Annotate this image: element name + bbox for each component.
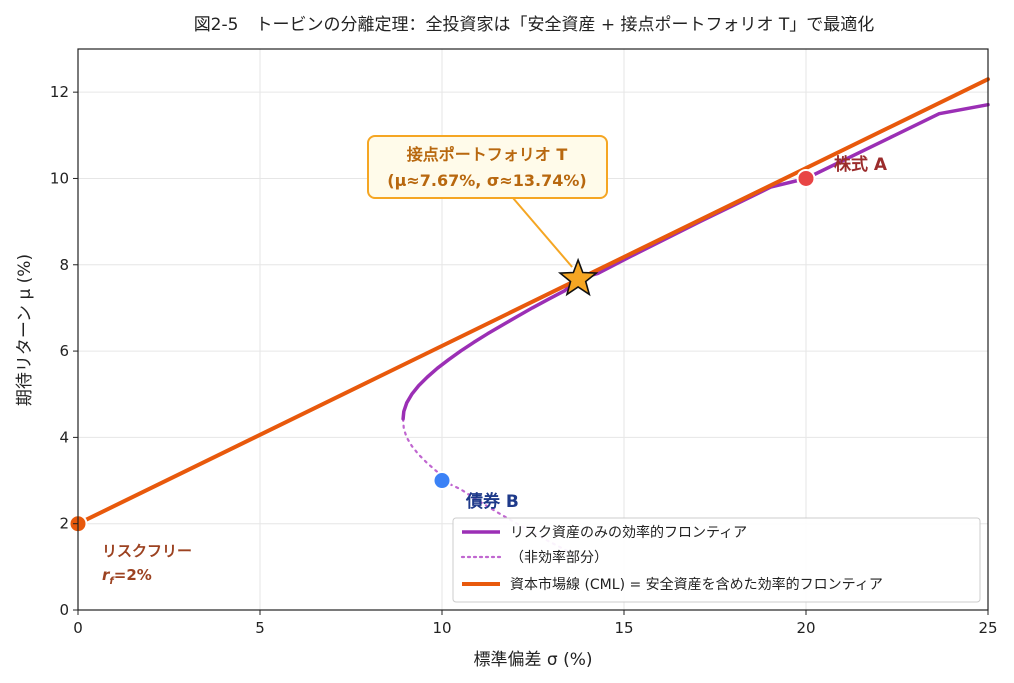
chart-title: 図2-5 トービンの分離定理：全投資家は「安全資産 + 接点ポートフォリオ T」… [194,15,875,35]
legend-label-frontier: リスク資産のみの効率的フロンティア [510,524,747,541]
legend-label-cml: 資本市場線 (CML) = 安全資産を含めた効率的フロンティア [510,576,883,593]
tangent-portfolio-star [557,257,599,297]
x-axis-ticks: 0 5 10 15 20 25 [73,610,998,637]
bond-b-label: 債券 B [465,491,519,512]
series-layer [76,77,990,560]
legend: リスク資産のみの効率的フロンティア （非効率部分） 資本市場線 (CML) = … [452,517,981,603]
riskfree-label: リスクフリー [102,542,192,560]
tangent-annotation-arrow [512,197,573,268]
stock-a-point [796,168,816,188]
tangent-annotation-line2: (μ≈7.67%, σ≈13.74%) [387,171,586,190]
tangent-annotation: 接点ポートフォリオ T (μ≈7.67%, σ≈13.74%) [367,135,608,268]
cml-line [76,77,990,526]
y-tick-label: 0 [59,601,69,619]
y-tick-label: 6 [59,342,69,360]
tangent-annotation-line1: 接点ポートフォリオ T [407,145,568,164]
legend-box [452,517,981,603]
y-tick-label: 10 [50,169,69,187]
riskfree-rate-label: rf=2% [102,566,152,587]
riskfree-rate-sub: f [109,576,115,587]
plot-frame [77,48,989,611]
tangent-annotation-box [367,135,608,199]
stock-a-label: 株式 A [834,154,888,175]
bond-b-point [432,471,452,491]
y-tick-label: 8 [59,256,69,274]
y-axis-ticks: 0 2 4 6 8 10 12 [50,83,78,619]
y-axis-label: 期待リターン μ (%) [15,254,35,406]
x-tick-label: 15 [614,619,633,637]
frontier-line [401,102,990,421]
x-tick-label: 10 [432,619,451,637]
x-tick-label: 20 [796,619,815,637]
x-axis-label: 標準偏差 σ (%) [474,650,593,670]
y-tick-label: 2 [59,515,69,533]
y-tick-label: 4 [59,428,69,446]
y-tick-label: 12 [50,83,69,101]
legend-label-inefficient: （非効率部分） [510,549,608,566]
x-tick-label: 25 [978,619,997,637]
riskfree-rate-value: =2% [114,566,152,584]
riskfree-rate-r: r [102,566,111,584]
x-tick-label: 5 [255,619,265,637]
x-tick-label: 0 [73,619,83,637]
